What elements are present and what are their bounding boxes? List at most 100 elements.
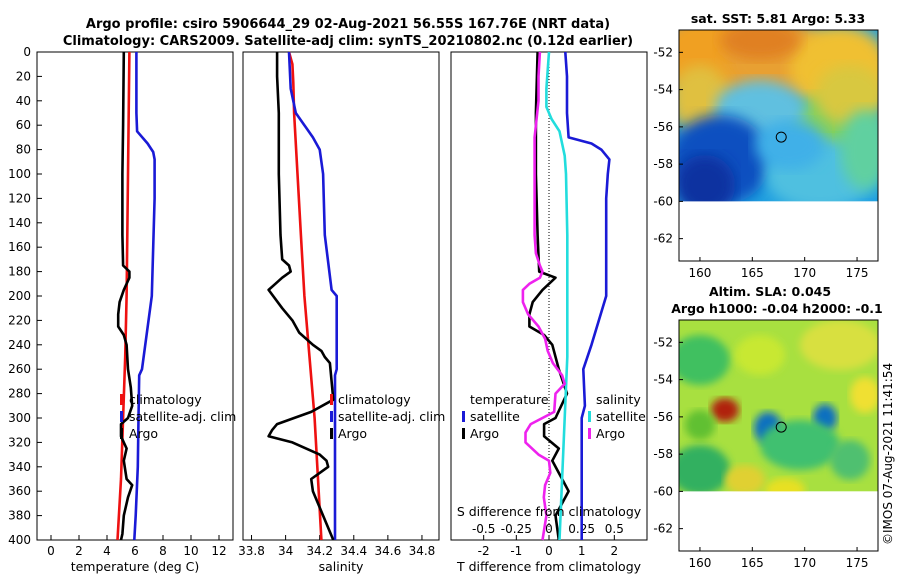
sst-map-frame	[678, 29, 879, 262]
x-tick-label: 2	[611, 544, 619, 558]
legend-title-salinity: salinity	[596, 392, 641, 407]
legend-label-satellite: satellite-adj. clim	[129, 409, 236, 424]
difference-legend-salinity: salinity satellite Argo	[588, 392, 646, 441]
map-x-tick-label: 160	[688, 556, 711, 570]
y-tick-label: 160	[8, 240, 31, 254]
legend-swatch-satellite	[120, 411, 123, 422]
legend-title-temperature: temperature	[470, 392, 549, 407]
legend-label-sal-satellite: satellite	[596, 409, 646, 424]
y-tick-label: 120	[8, 191, 31, 205]
map-y-tick-label: -58	[653, 157, 673, 171]
map-y-tick-label: -52	[653, 335, 673, 349]
x-tick-label: 12	[211, 544, 226, 558]
x-tick-label: 0	[47, 544, 55, 558]
y-tick-label: 80	[16, 143, 31, 157]
x-tick-label: 1	[578, 544, 586, 558]
legend-label-temp-argo: Argo	[470, 426, 499, 441]
sla-field-patch	[679, 445, 730, 495]
difference-legend-temperature: temperature satellite Argo	[462, 392, 549, 441]
legend-swatch-temp-argo	[462, 428, 465, 439]
difference-xlabel: T difference from climatology	[456, 559, 642, 574]
y-tick-label: 180	[8, 265, 31, 279]
sla-field-patch	[679, 335, 730, 385]
sst-nodata-area	[679, 201, 878, 212]
legend-label-satellite: satellite-adj. clim	[338, 409, 445, 424]
legend-label-temp-satellite: satellite	[470, 409, 520, 424]
series-line-satellite-adj-clim	[133, 52, 156, 541]
top-x-tick-label: 0.5	[605, 522, 624, 536]
y-tick-label: 100	[8, 167, 31, 181]
series-line-argo	[267, 52, 335, 541]
argo-location-marker	[775, 131, 787, 143]
sla-field-patch	[735, 335, 785, 375]
legend-swatch-sal-argo	[588, 428, 591, 439]
legend-label-climatology: climatology	[129, 392, 202, 407]
series-line-satellite-adj-clim	[287, 51, 339, 540]
x-tick-label: 8	[159, 544, 167, 558]
series-line-argo	[116, 51, 134, 541]
series-line-salinity-argo	[521, 51, 567, 541]
y-tick-label: 200	[8, 289, 31, 303]
sla-field-patch	[800, 320, 878, 370]
series-line-climatology	[287, 51, 323, 541]
map-y-tick-label: -60	[653, 484, 673, 498]
x-tick-label: 34.2	[306, 544, 333, 558]
difference-top-xlabel: S difference from climatology	[457, 504, 642, 519]
y-tick-label: 400	[8, 533, 31, 547]
y-tick-label: 60	[16, 118, 31, 132]
x-tick-label: 4	[103, 544, 111, 558]
legend-swatch-temp-satellite	[462, 411, 465, 422]
series-line-climatology	[116, 51, 131, 541]
map-y-tick-label: -62	[653, 522, 673, 536]
argo-location-marker	[775, 421, 787, 433]
map-x-tick-label: 160	[688, 266, 711, 280]
x-tick-label: -1	[510, 544, 522, 558]
map-y-tick-label: -52	[653, 45, 673, 59]
x-tick-label: 33.8	[238, 544, 265, 558]
y-tick-label: 320	[8, 435, 31, 449]
sla-map-title-line1: Altim. SLA: 0.045	[709, 284, 831, 299]
imos-timestamp: ©IMOS 07-Aug-2021 11:41:54	[881, 363, 895, 545]
y-tick-label: 140	[8, 216, 31, 230]
top-x-tick-label: -0.25	[501, 522, 532, 536]
legend-label-sal-argo: Argo	[596, 426, 625, 441]
map-y-tick-label: -60	[653, 194, 673, 208]
y-tick-label: 380	[8, 509, 31, 523]
legend-label-climatology: climatology	[338, 392, 411, 407]
map-x-tick-label: 175	[846, 556, 869, 570]
map-x-tick-label: 165	[741, 556, 764, 570]
sla-map-frame	[678, 319, 879, 552]
temperature-xlabel: temperature (deg C)	[71, 559, 200, 574]
map-y-tick-label: -54	[653, 83, 673, 97]
map-y-tick-label: -62	[653, 232, 673, 246]
sla-field-patch	[711, 398, 739, 422]
map-x-tick-label: 165	[741, 266, 764, 280]
temperature-axes-frame	[36, 51, 234, 541]
sla-map-title-line2: Argo h1000: -0.04 h2000: -0.1	[671, 301, 883, 316]
legend-swatch-argo	[330, 428, 333, 439]
x-tick-label: -2	[478, 544, 490, 558]
x-tick-label: 0	[545, 544, 553, 558]
sla-field-patch	[760, 420, 840, 470]
y-tick-label: 40	[16, 94, 31, 108]
x-tick-label: 34.4	[340, 544, 367, 558]
y-tick-label: 0	[23, 45, 31, 59]
map-y-tick-label: -54	[653, 373, 673, 387]
x-tick-label: 34	[278, 544, 293, 558]
top-x-tick-label: -0.5	[472, 522, 495, 536]
legend-swatch-climatology	[330, 394, 333, 405]
legend-swatch-climatology	[120, 394, 123, 405]
legend-label-argo: Argo	[129, 426, 158, 441]
y-tick-label: 300	[8, 411, 31, 425]
map-y-tick-label: -56	[653, 120, 673, 134]
y-tick-label: 240	[8, 338, 31, 352]
salinity-panel: 33.8 34 34.2 34.4 34.6 34.8 salinity climatol…	[238, 51, 445, 574]
temperature-legend: climatology satellite-adj. clim Argo	[120, 392, 236, 441]
sst-map-image	[679, 30, 878, 212]
temperature-panel: 0204060801001201401601802002202402602803…	[8, 45, 236, 574]
x-tick-label: 10	[183, 544, 198, 558]
figure-title-line2: Climatology: CARS2009. Satellite-adj cli…	[63, 34, 633, 49]
sst-field-patch	[840, 110, 878, 190]
